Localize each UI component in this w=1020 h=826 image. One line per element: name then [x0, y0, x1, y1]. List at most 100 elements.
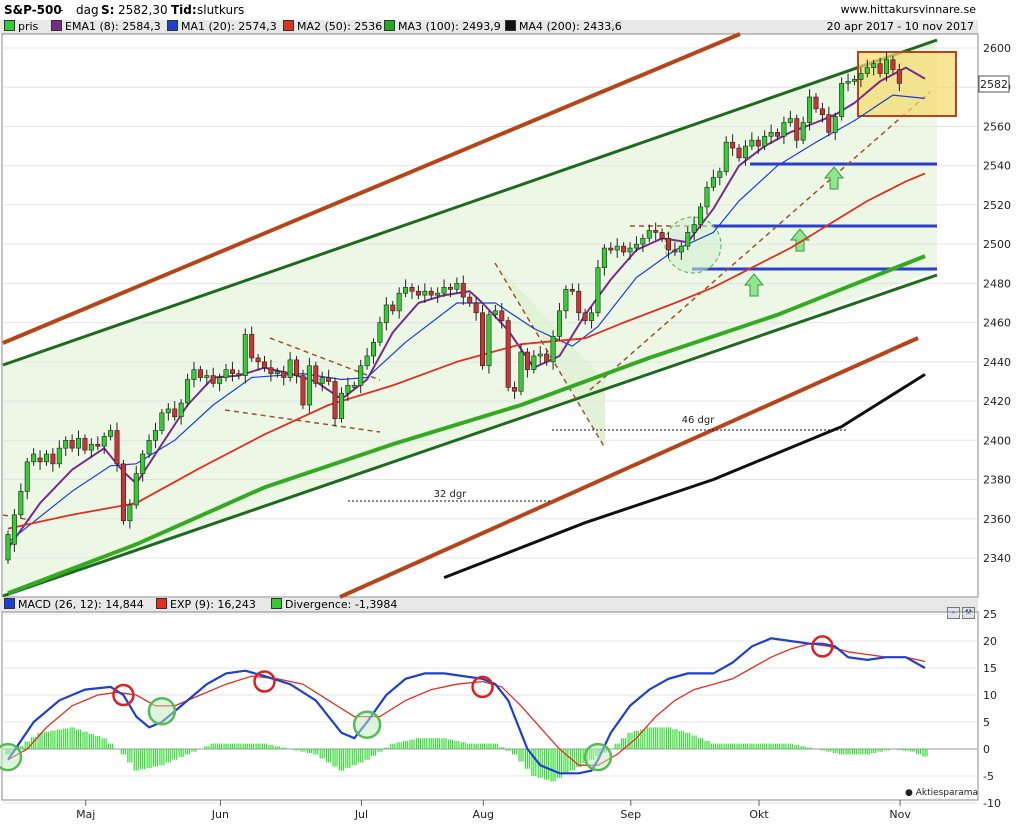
candle-body: [884, 59, 890, 74]
up-arrow-icon: [789, 228, 811, 252]
candle-body: [294, 359, 300, 376]
candle-body: [383, 304, 389, 323]
site-label: www.hittakursvinnare.se: [840, 3, 976, 16]
macd-tick-label: -5: [983, 770, 994, 783]
triangle-upper-line: [269, 337, 381, 381]
candle-body: [159, 412, 165, 431]
ma100-line: [7, 254, 926, 596]
candle-body: [300, 375, 306, 406]
highlight-box: [857, 51, 957, 117]
candle-body: [845, 81, 851, 84]
x-axis: Maj Jun Jul Aug Sep Okt Nov: [76, 800, 911, 821]
credit-label: ● Aktiesparama: [905, 788, 979, 798]
candle-body: [5, 534, 11, 561]
candle-body: [813, 96, 819, 110]
rising-dashed-trendline: [589, 91, 931, 391]
legend-item-macd: MACD (26, 12): 14,844: [4, 598, 144, 612]
candle-body: [826, 114, 832, 133]
candle-body: [43, 453, 49, 463]
candle-body: [524, 351, 530, 370]
candle-body: [18, 491, 24, 516]
macd-line: [7, 637, 926, 775]
candle-body: [819, 108, 825, 115]
price-axis: 2340 2360 2380 2400 2420 2440 2460 2480 2500 2520…: [983, 42, 1011, 565]
macd-tick-label: 0: [983, 743, 990, 756]
candle-body: [223, 369, 229, 378]
price-background: [3, 40, 937, 598]
candle-body: [178, 402, 184, 418]
macd-tick-label: 20: [983, 635, 997, 648]
candle-body: [787, 118, 793, 123]
price-tick-label: 2360: [983, 513, 1011, 526]
price-panel-frame: [1, 33, 979, 598]
candle-body: [242, 334, 248, 376]
upper-brown-channel-line: [2, 32, 741, 345]
price-tick-label: 2520: [983, 199, 1011, 212]
candle-body: [338, 392, 344, 420]
sell-signal-circle: [112, 683, 135, 707]
x-tick-label: Nov: [889, 808, 911, 821]
lower-brown-channel-line: [339, 336, 919, 599]
candle-body: [319, 377, 325, 384]
candle-body: [191, 369, 197, 380]
price-legend: pris EMA1 (8): 2584,3 MA1 (20): 2574,3 M…: [0, 20, 978, 34]
candle-body: [665, 237, 671, 251]
candle-body: [172, 408, 178, 418]
legend-item-exp: EXP (9): 16,243: [156, 598, 256, 612]
candle-body: [249, 334, 255, 359]
candle-body: [422, 290, 428, 296]
candle-body: [377, 322, 383, 343]
candle-body: [101, 436, 107, 447]
candle-body: [140, 453, 146, 474]
candle-body: [896, 69, 902, 84]
price-tick-label: 2400: [983, 434, 1011, 447]
candle-body: [197, 369, 203, 378]
legend-item-ma2: MA2 (50): 2536: [283, 20, 382, 34]
annotation-span-46: 46 dgr: [682, 415, 716, 426]
candle-body: [415, 290, 421, 296]
candle-body: [447, 287, 453, 290]
candle-body: [467, 296, 473, 304]
candle-body: [614, 245, 620, 251]
macd-tick-label: 10: [983, 689, 997, 702]
candle-body: [717, 171, 723, 178]
ma50-line: [7, 172, 926, 530]
candle-body: [473, 302, 479, 314]
consolidation-circle: [664, 216, 722, 274]
candle-body: [492, 310, 498, 316]
candle-body: [601, 247, 607, 268]
candle-body: [768, 132, 774, 137]
candle-body: [95, 443, 101, 447]
candle-body: [127, 504, 133, 522]
candle-body: [704, 186, 710, 208]
ma200-line: [443, 373, 926, 579]
buy-signal-circle: [0, 742, 23, 772]
candle-body: [268, 367, 274, 374]
annotation-span-32: 32 dgr: [434, 489, 468, 500]
macd-tick-label: 25: [983, 608, 997, 621]
candle-body: [204, 375, 210, 378]
mode-label: Tid:: [171, 3, 197, 17]
legend-item-price: pris: [4, 20, 38, 34]
candle-body: [210, 375, 216, 384]
candle-body: [332, 381, 338, 420]
candle-body: [217, 377, 223, 384]
macd-tick-label: -10: [983, 797, 1001, 810]
date-range: 20 apr 2017 - 10 nov 2017: [826, 20, 974, 33]
price-tick-label: 2420: [983, 395, 1011, 408]
candle-body: [409, 287, 415, 292]
candle-body: [550, 336, 556, 363]
candle-body: [691, 224, 697, 233]
exp-signal-line: [7, 643, 926, 766]
candle-body: [877, 63, 883, 74]
x-tick-label: Sep: [620, 808, 641, 821]
candle-body: [390, 304, 396, 312]
candle-body: [646, 230, 652, 239]
last-price-tag: 2582: [980, 78, 1008, 91]
candle-body: [120, 463, 126, 522]
candle-body: [589, 312, 595, 321]
period-label: dag: [76, 3, 99, 17]
candle-body: [710, 177, 716, 188]
candle-body: [698, 206, 704, 225]
candle-body: [839, 83, 845, 117]
